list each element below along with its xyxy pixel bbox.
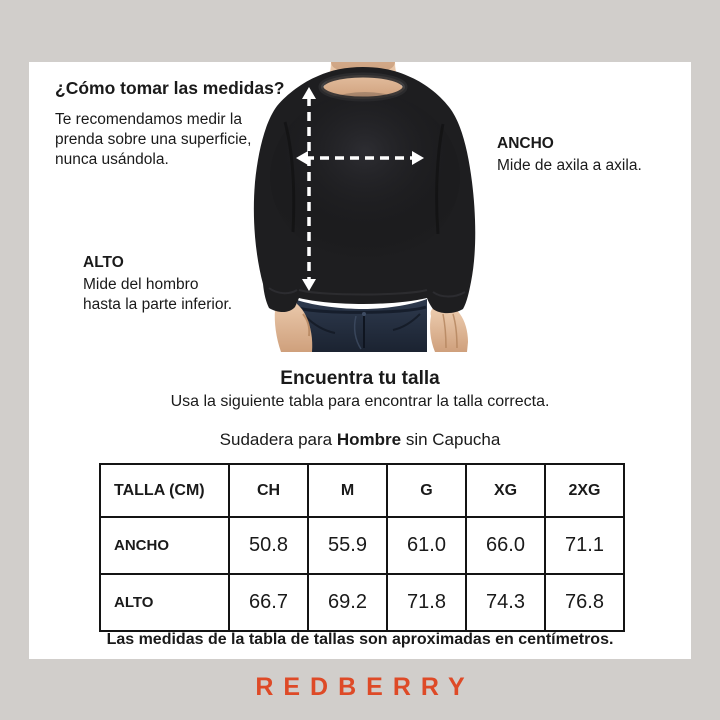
size-table: TALLA (CM) CH M G XG 2XG ANCHO 50.8 55.9 61.0 66.… — [99, 463, 625, 632]
size-table-value-cell: 61.0 — [386, 516, 467, 575]
size-table-value-cell: 76.8 — [544, 573, 625, 632]
brand-logo: REDBERRY — [255, 673, 475, 701]
ancho-callout: ANCHO Mide de axila a axila. — [497, 135, 682, 176]
find-size-subtitle: Usa la siguiente tabla para encontrar la… — [170, 393, 550, 410]
alto-label: ALTO — [83, 254, 124, 271]
size-table-value-cell: 71.1 — [544, 516, 625, 575]
size-table-row: ALTO 66.7 69.2 71.8 74.3 76.8 — [99, 573, 625, 632]
ancho-arrow-icon — [296, 151, 424, 165]
size-table-size-header: CH — [228, 463, 309, 518]
size-table-size-header: 2XG — [544, 463, 625, 518]
size-table-value-cell: 55.9 — [307, 516, 388, 575]
ancho-description: Mide de axila a axila. — [497, 157, 642, 174]
alto-callout: ALTO Mide del hombro hasta la parte infe… — [83, 254, 268, 315]
size-table-row-label: ANCHO — [99, 516, 230, 575]
size-table-value-cell: 74.3 — [465, 573, 546, 632]
model-jeans — [295, 299, 427, 352]
alto-description: Mide del hombro hasta la parte inferior. — [83, 276, 233, 313]
size-table-corner-header: TALLA (CM) — [99, 463, 230, 518]
product-caption-prefix: Sudadera para — [219, 430, 337, 449]
size-table-value-cell: 66.7 — [228, 573, 309, 632]
size-table-body: ANCHO 50.8 55.9 61.0 66.0 71.1 ALTO 66.7 69.2 71.… — [99, 516, 625, 632]
find-size-title: Encuentra tu talla — [280, 368, 440, 389]
model-sweatshirt — [253, 67, 476, 314]
alto-arrow-icon — [302, 87, 316, 291]
size-table-size-header: XG — [465, 463, 546, 518]
size-table-row: ANCHO 50.8 55.9 61.0 66.0 71.1 — [99, 516, 625, 575]
ancho-label: ANCHO — [497, 135, 554, 152]
product-caption-suffix: sin Capucha — [401, 430, 501, 449]
how-to-measure-title: ¿Cómo tomar las medidas? — [55, 78, 285, 98]
product-caption-gender: Hombre — [336, 430, 402, 449]
size-table-head: TALLA (CM) CH M G XG 2XG — [99, 463, 625, 518]
size-table-value-cell: 71.8 — [386, 573, 467, 632]
model-photo — [253, 62, 476, 352]
size-table-row-label: ALTO — [99, 573, 230, 632]
how-to-measure-intro: Te recomendamos medir la prenda sobre un… — [55, 111, 252, 168]
size-table-header-row: TALLA (CM) CH M G XG 2XG — [99, 463, 625, 518]
size-table-size-header: G — [386, 463, 467, 518]
size-table-value-cell: 69.2 — [307, 573, 388, 632]
size-guide-card: ¿Cómo tomar las medidas? Te recomendamos… — [29, 62, 691, 659]
product-caption: Sudadera para Hombre sin Capucha — [29, 430, 691, 450]
size-table-footnote: Las medidas de la tabla de tallas son ap… — [106, 631, 614, 648]
size-table-value-cell: 66.0 — [465, 516, 546, 575]
size-table-size-header: M — [307, 463, 388, 518]
model-right-hand — [430, 307, 468, 352]
size-table-value-cell: 50.8 — [228, 516, 309, 575]
